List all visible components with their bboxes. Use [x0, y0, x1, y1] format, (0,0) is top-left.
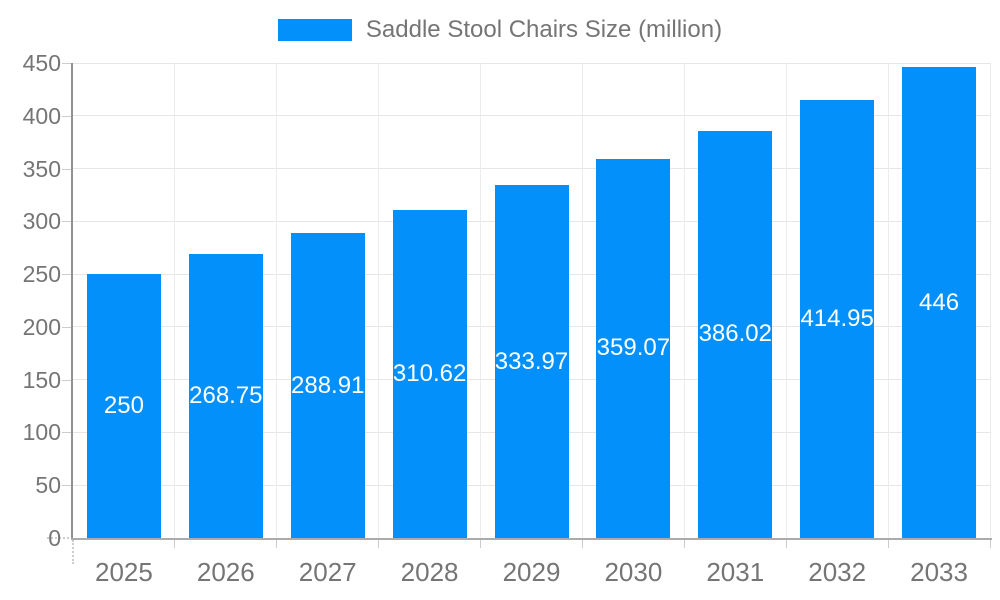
- legend-label: Saddle Stool Chairs Size (million): [365, 16, 723, 43]
- x-tick-label: 2029: [502, 557, 561, 587]
- y-axis-line: [71, 63, 73, 540]
- x-axis-tick: [581, 540, 583, 548]
- x-axis-tick: [887, 540, 889, 548]
- y-axis-tick: [62, 221, 73, 223]
- x-axis-tick: [785, 540, 787, 548]
- y-tick-label: 300: [22, 208, 61, 235]
- y-tick-label: 450: [22, 50, 61, 76]
- legend: Saddle Stool Chairs Size (million): [0, 16, 1000, 44]
- bar[interactable]: [698, 130, 773, 538]
- x-gridline: [887, 63, 889, 538]
- y-tick-label: 250: [22, 261, 61, 288]
- legend-swatch-icon: [277, 19, 352, 41]
- bar[interactable]: [800, 99, 875, 538]
- x-tick-label: 2032: [808, 557, 867, 587]
- x-tick-label: 2025: [95, 557, 153, 587]
- y-tick-label: 50: [35, 472, 61, 499]
- x-axis-tick: [683, 540, 685, 548]
- x-axis-tick: [989, 540, 991, 548]
- y-axis-tick: [62, 432, 73, 434]
- bar[interactable]: [290, 233, 365, 538]
- x-tick-label: 2030: [604, 557, 663, 587]
- y-axis-tick: [62, 63, 73, 64]
- x-axis-tick: [174, 540, 176, 548]
- x-axis-tick: [378, 540, 380, 548]
- y-tick-label: 200: [22, 313, 61, 340]
- x-tick-label: 2033: [910, 557, 968, 587]
- y-axis-tick: [62, 485, 73, 487]
- x-tick-label: 2027: [298, 557, 357, 587]
- y-axis-tick: [62, 379, 73, 381]
- x-gridline: [480, 63, 482, 538]
- y-axis-tick: [62, 115, 73, 117]
- y-axis-tick: [62, 274, 73, 276]
- x-axis-line: [71, 538, 992, 540]
- legend-item[interactable]: Saddle Stool Chairs Size (million): [277, 16, 723, 44]
- bar[interactable]: [902, 67, 977, 538]
- y-gridline: [73, 168, 990, 170]
- y-tick-label: 150: [22, 366, 61, 393]
- bar[interactable]: [596, 158, 671, 538]
- x-tick-label: 2026: [196, 557, 255, 587]
- y-tick-label: 400: [22, 102, 61, 129]
- x-gridline: [683, 63, 685, 538]
- x-axis-tick: [72, 540, 74, 564]
- x-gridline: [378, 63, 380, 538]
- x-tick-label: 2028: [400, 557, 459, 587]
- y-tick-label: 350: [22, 155, 61, 182]
- x-gridline: [276, 63, 278, 538]
- y-gridline: [73, 62, 990, 64]
- y-axis-tick: [47, 537, 73, 539]
- bar[interactable]: [494, 185, 569, 538]
- x-axis-tick: [276, 540, 278, 548]
- y-axis-tick: [62, 326, 73, 328]
- bar[interactable]: [86, 274, 161, 538]
- x-gridline: [989, 63, 991, 538]
- x-tick-label: 2031: [706, 557, 765, 587]
- y-axis-tick: [62, 168, 73, 170]
- x-gridline: [174, 63, 176, 538]
- x-gridline: [581, 63, 583, 538]
- x-axis-tick: [480, 540, 482, 548]
- x-gridline: [785, 63, 787, 538]
- y-tick-label: 100: [22, 419, 61, 446]
- y-gridline: [73, 115, 990, 117]
- bar[interactable]: [392, 210, 467, 538]
- bar[interactable]: [188, 254, 263, 538]
- plot-area: 0 50 100 150 200 250 300 350 400 450 250 2025 268.75…: [23, 50, 992, 587]
- y-tick-label: 0: [48, 525, 61, 551]
